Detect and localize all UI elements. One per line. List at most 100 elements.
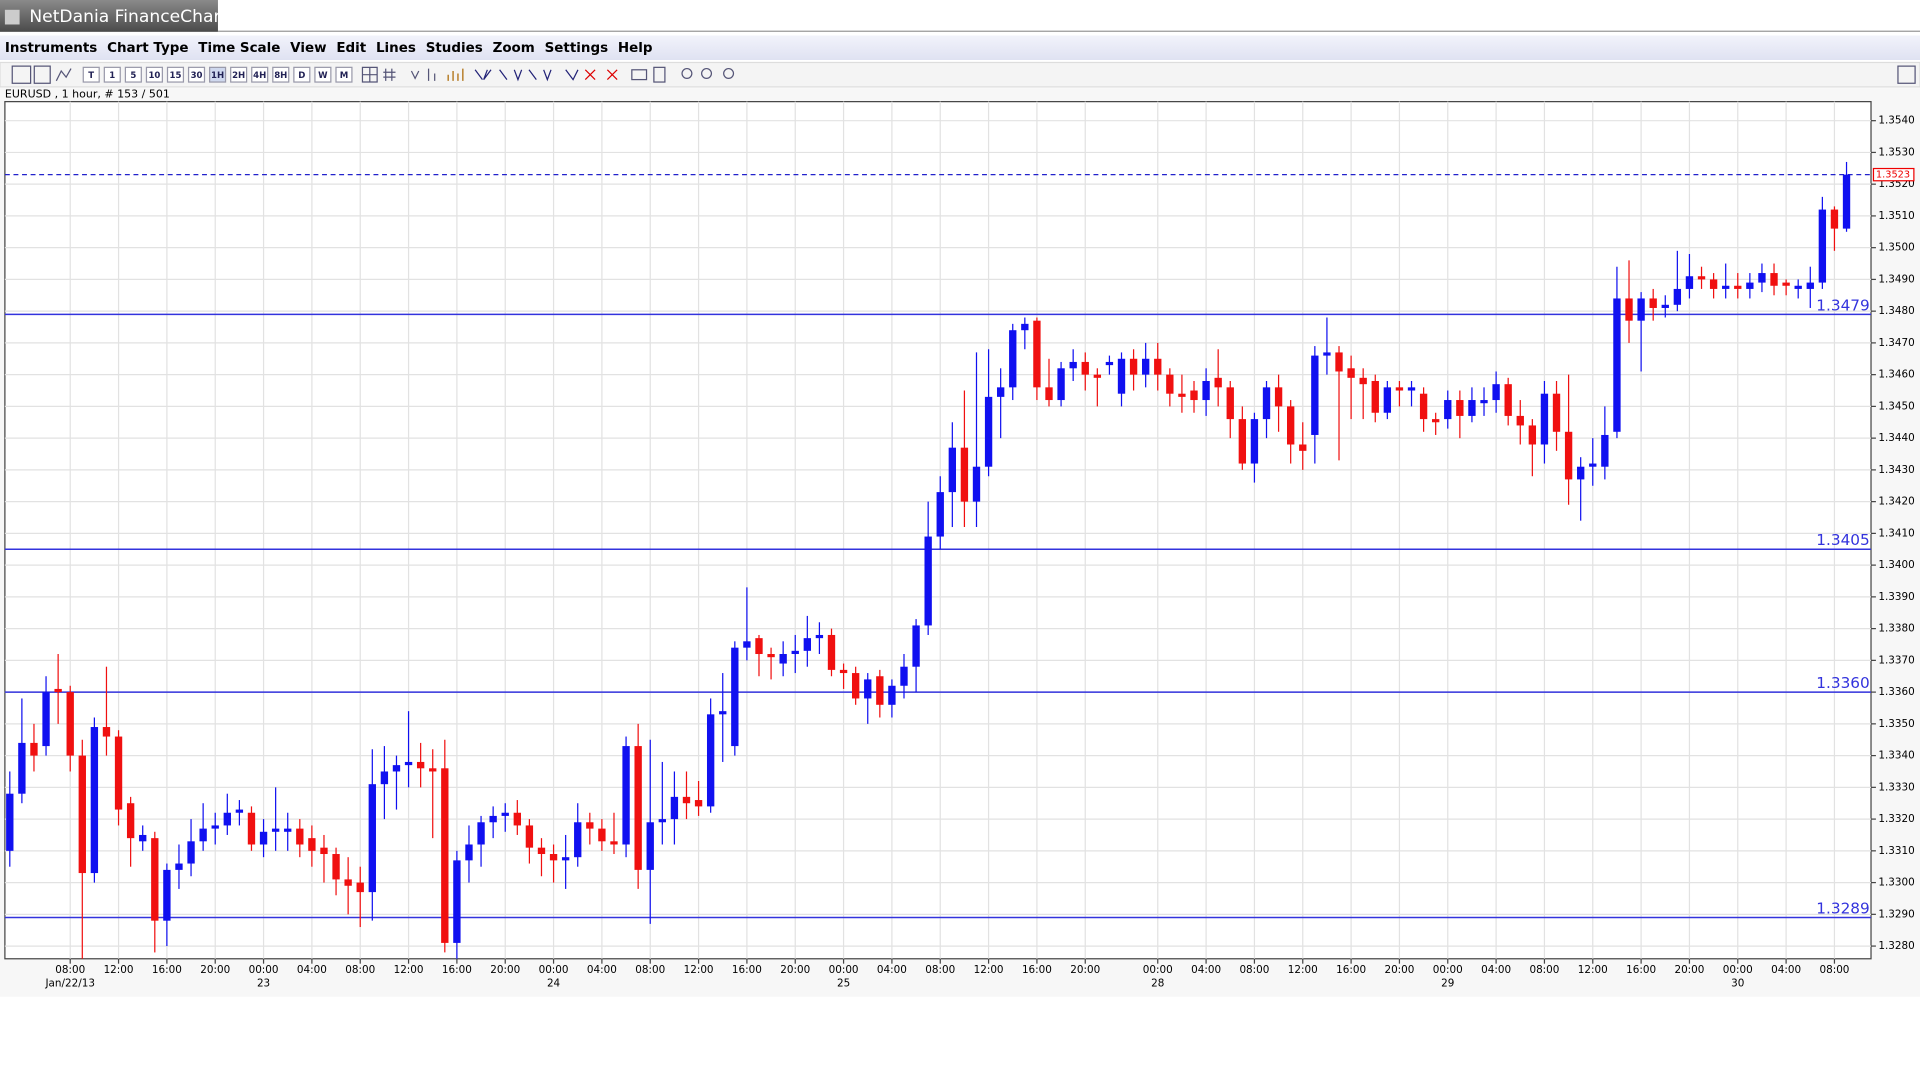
candle-body [223,812,231,826]
candle-body [90,727,99,874]
candle-body [960,447,969,502]
y-tick-label: 1.3390 [1878,591,1914,603]
icon [584,69,596,81]
candle-body [259,831,268,845]
candle-body [1697,276,1706,280]
menu-item[interactable]: Lines [376,41,416,56]
menu-item[interactable]: Studies [426,41,483,56]
icon [383,68,396,81]
icon [447,68,464,81]
candle-body [936,492,944,537]
toolbar-button[interactable] [272,66,290,83]
candle-body [416,761,425,769]
candle-body [1311,355,1319,435]
menu-item[interactable]: Settings [545,41,609,56]
toolbar-button[interactable] [335,66,353,83]
candle-body [1262,387,1271,420]
toolbar-button[interactable] [209,66,227,83]
toolbar-button-label[interactable]: 5 [130,71,136,81]
toolbar-button[interactable] [82,66,100,83]
candle-body [610,841,618,845]
x-tick-label: 12:00 [684,964,714,976]
toolbar-button-label[interactable]: W [318,71,328,81]
candle-body [1456,400,1464,416]
y-tick-label: 1.3420 [1878,496,1914,508]
toolbar-button[interactable] [251,66,269,83]
toolbar-button-label[interactable]: 8H [274,71,287,81]
tool-bar [0,61,1920,88]
x-tick-label: 00:00 [539,964,569,976]
menu-item[interactable]: Zoom [493,41,535,56]
x-tick-label: 08:00 [925,964,955,976]
menu-item[interactable]: Instruments [5,41,97,56]
candle-body [827,634,836,670]
menu-item[interactable]: Chart Type [107,41,188,56]
toolbar-button[interactable] [166,66,185,83]
x-tick-label: 16:00 [1022,964,1052,976]
candle-body [586,822,594,829]
x-date-label: 30 [1731,977,1744,989]
candle-body [1190,390,1198,401]
x-tick-label: 12:00 [394,964,424,976]
candle-body [211,825,219,829]
candle-body [477,822,485,845]
candle-body [30,742,38,756]
toolbar-button-label[interactable]: 4H [253,71,266,81]
icon [410,68,436,81]
candle-body [1093,374,1102,378]
candle-body [1299,444,1307,451]
candle-body [102,727,111,737]
x-tick-label: 00:00 [249,964,279,976]
x-date-label: 29 [1441,977,1454,989]
toolbar-button-label[interactable]: 30 [191,71,203,81]
menu-item[interactable]: Help [618,41,653,56]
candle-body [1359,377,1367,385]
toolbar-button-label[interactable]: 10 [148,71,160,81]
candle-body [1504,384,1512,416]
app-icon [4,9,20,25]
menu-item[interactable]: Time Scale [198,41,280,56]
menu-item[interactable]: View [290,41,326,56]
y-tick-label: 1.3290 [1878,908,1914,920]
candle-body [163,869,171,921]
toolbar-button-label[interactable]: 2H [232,71,245,81]
toolbar-button[interactable] [314,66,332,83]
toolbar-button[interactable] [103,66,121,83]
toolbar-button[interactable] [293,66,311,83]
toolbar-button[interactable] [124,66,142,83]
toolbar-button-label[interactable]: T [88,71,94,81]
x-tick-label: 00:00 [1433,964,1463,976]
candle-body [175,863,183,870]
candle-body [1589,463,1597,467]
candle-body [1105,361,1114,366]
toolbar-button[interactable] [230,66,248,83]
y-tick-label: 1.3360 [1878,686,1914,698]
candle-body [598,828,606,842]
candle-body [368,784,376,893]
menu-item[interactable]: Edit [336,41,366,56]
candle-body [1419,393,1428,420]
toolbar-button-label[interactable]: D [298,71,305,81]
candle-body [658,819,666,823]
x-tick-label: 04:00 [587,964,617,976]
toolbar-button[interactable] [145,66,163,83]
candle-body [235,809,244,813]
toolbar-button-label[interactable]: 1 [109,71,115,81]
toolbar-button-label[interactable]: M [340,71,349,81]
candle-body [114,736,123,810]
toolbar-button-label[interactable]: 1H [211,71,224,81]
icon [33,65,51,84]
x-tick-label: 04:00 [1191,964,1221,976]
candle-body [320,847,328,855]
toolbar-button-label[interactable]: 15 [170,71,182,81]
y-tick-label: 1.3460 [1878,369,1914,381]
candle-body [694,800,703,807]
candle-body [888,685,896,705]
candle-body [779,654,787,664]
candle-body [864,679,872,699]
candle-body [199,828,207,842]
toolbar-button[interactable] [187,66,206,83]
y-tick-label: 1.3480 [1878,305,1914,317]
y-tick-label: 1.3540 [1878,115,1914,127]
